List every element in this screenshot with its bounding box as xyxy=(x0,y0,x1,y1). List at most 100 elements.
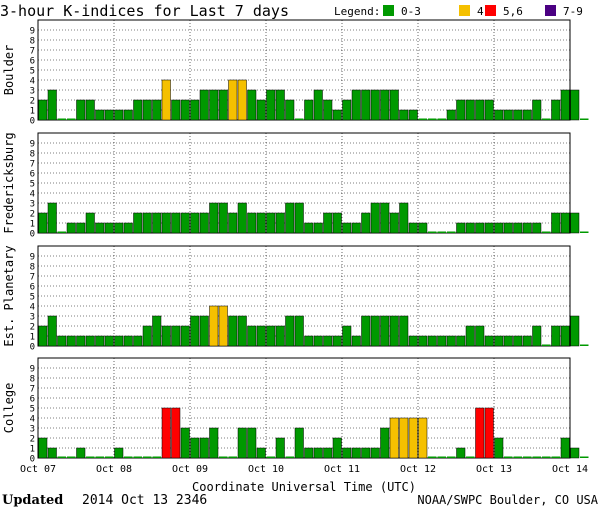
bar xyxy=(389,89,399,121)
y-tick-label: 4 xyxy=(30,303,35,313)
bar xyxy=(171,325,181,347)
bar xyxy=(152,456,161,458)
bar xyxy=(47,315,57,347)
footer-source: NOAA/SWPC Boulder, CO USA xyxy=(417,493,598,507)
bar xyxy=(95,456,104,458)
bar xyxy=(389,212,399,234)
footer-updated-label: Updated xyxy=(2,493,63,508)
bar xyxy=(418,222,428,234)
y-tick-label: 8 xyxy=(30,37,35,47)
y-tick-label: 8 xyxy=(30,150,35,160)
bar xyxy=(152,99,162,121)
bar xyxy=(513,456,522,458)
bar xyxy=(389,315,399,347)
bar xyxy=(332,437,342,459)
bar xyxy=(142,99,152,121)
bar xyxy=(447,456,456,458)
bar xyxy=(446,109,456,121)
y-tick-label: 9 xyxy=(30,140,35,150)
bar xyxy=(523,456,532,458)
bar xyxy=(190,437,200,459)
bar xyxy=(560,212,570,234)
bar xyxy=(228,212,238,234)
bar xyxy=(370,89,380,121)
bar xyxy=(399,109,409,121)
legend-item-1: 4 xyxy=(477,5,484,18)
chart-title: 3-hour K-indices for Last 7 days xyxy=(0,2,289,20)
y-tick-label: 1 xyxy=(30,107,35,117)
bar xyxy=(437,456,446,458)
bar xyxy=(285,315,295,347)
bar xyxy=(180,325,190,347)
panel-frame xyxy=(37,245,571,347)
bar xyxy=(85,99,95,121)
bar xyxy=(437,118,446,120)
bar xyxy=(237,427,247,459)
bar xyxy=(85,335,95,347)
bar xyxy=(408,417,418,459)
bar xyxy=(323,99,333,121)
bar xyxy=(503,335,513,347)
bar xyxy=(152,212,162,234)
y-tick-label: 9 xyxy=(30,253,35,263)
bar xyxy=(266,89,276,121)
bar xyxy=(351,89,361,121)
bar xyxy=(456,222,466,234)
bar xyxy=(218,305,228,347)
bar xyxy=(427,335,437,347)
legend: Legend: 0-3 4 5,6 7-9 xyxy=(334,5,583,18)
bar xyxy=(494,335,504,347)
bar xyxy=(570,89,580,121)
bar xyxy=(361,89,371,121)
bar xyxy=(370,315,380,347)
bar xyxy=(428,231,437,233)
bar xyxy=(256,447,266,459)
bar xyxy=(95,222,105,234)
bar xyxy=(542,344,551,346)
bar xyxy=(171,99,181,121)
legend-swatch-3 xyxy=(545,5,556,16)
bar xyxy=(38,212,48,234)
bar xyxy=(542,231,551,233)
bar xyxy=(532,456,541,458)
bar xyxy=(342,447,352,459)
y-tick-label: 2 xyxy=(30,210,35,220)
bar xyxy=(551,99,561,121)
bar xyxy=(380,427,390,459)
bar xyxy=(190,315,200,347)
panel-label: Est. Planetary xyxy=(2,245,16,346)
bar xyxy=(219,456,228,458)
bar xyxy=(494,109,504,121)
bar xyxy=(76,99,86,121)
bar xyxy=(95,335,105,347)
bar xyxy=(465,222,475,234)
bar xyxy=(114,335,124,347)
bar xyxy=(38,325,48,347)
bar xyxy=(67,456,76,458)
bar xyxy=(532,99,542,121)
legend-label: Legend: xyxy=(334,5,380,18)
bar xyxy=(180,99,190,121)
bar xyxy=(266,212,276,234)
legend-swatch-1 xyxy=(459,5,470,16)
bar xyxy=(209,89,219,121)
y-tick-label: 3 xyxy=(30,87,35,97)
bar xyxy=(466,456,475,458)
bar xyxy=(465,325,475,347)
bar xyxy=(399,315,409,347)
bar xyxy=(313,335,323,347)
legend-swatch-0 xyxy=(383,5,394,16)
bar xyxy=(247,427,257,459)
y-tick-label: 4 xyxy=(30,415,35,425)
bar xyxy=(304,99,314,121)
bar xyxy=(475,99,485,121)
bar xyxy=(285,456,294,458)
bar xyxy=(218,202,228,234)
bar xyxy=(313,447,323,459)
bar xyxy=(551,212,561,234)
y-tick-label: 4 xyxy=(30,77,35,87)
bar xyxy=(323,335,333,347)
